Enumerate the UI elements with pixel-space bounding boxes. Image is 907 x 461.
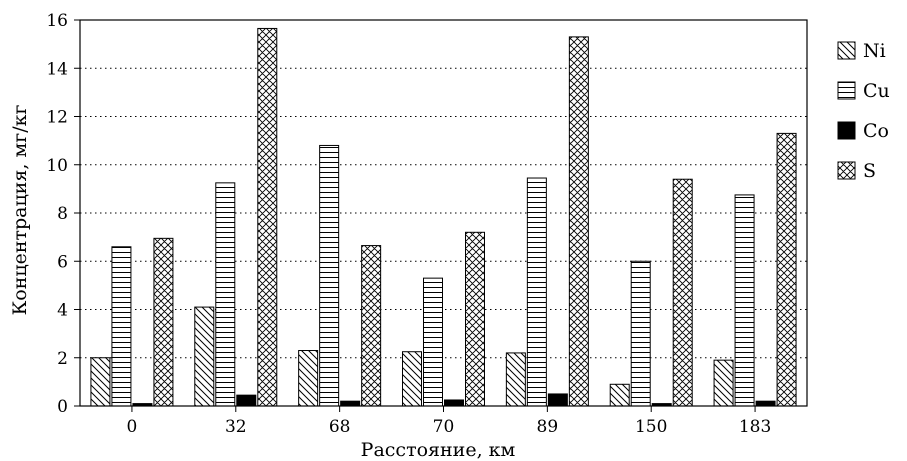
grid-lines (80, 19, 807, 359)
bars (90, 27, 797, 407)
bar-ni-32 (194, 306, 215, 407)
x-axis-title: Расстояние, км (361, 439, 516, 461)
legend-label-s: S (863, 160, 876, 182)
bar-s-70 (465, 231, 485, 407)
bar-co-32 (236, 394, 257, 407)
bar-s-32 (257, 27, 278, 407)
y-tick-label: 10 (46, 156, 68, 176)
legend-label-co: Co (863, 120, 889, 142)
bar-s-68 (361, 245, 382, 407)
legend-swatch-ni (837, 41, 856, 60)
legend-swatch-co (837, 121, 856, 140)
bar-ni-70 (402, 351, 422, 407)
y-tick-label: 6 (57, 252, 68, 272)
axes (74, 19, 808, 412)
bar-ni-150 (609, 383, 630, 407)
bar-co-70 (444, 399, 464, 407)
bar-s-89 (568, 36, 589, 407)
bar-co-68 (340, 400, 361, 407)
bar-ni-0 (90, 357, 111, 407)
bar-cu-150 (630, 260, 651, 407)
legend-swatch-cu (837, 81, 856, 100)
y-axis-title: Концентрация, мг/кг (9, 105, 31, 316)
bar-cu-0 (111, 246, 132, 407)
bar-co-183 (755, 400, 776, 407)
y-tick-label: 4 (57, 301, 68, 321)
x-tick-label: 68 (329, 417, 351, 437)
bar-co-89 (547, 393, 568, 407)
bar-s-183 (776, 132, 797, 407)
bar-cu-70 (423, 277, 443, 407)
bar-cu-32 (215, 182, 236, 407)
legend-label-cu: Cu (863, 80, 890, 102)
y-tick-label: 12 (46, 108, 68, 128)
x-tick-label: 150 (635, 417, 667, 437)
y-tick-label: 0 (57, 397, 68, 417)
plot-frame (79, 19, 808, 407)
legend-swatch-s (837, 161, 856, 180)
bar-s-150 (672, 178, 693, 407)
legend-label-ni: Ni (863, 40, 886, 62)
y-tick-label: 8 (57, 204, 68, 224)
bar-ni-89 (505, 352, 526, 407)
bar-s-0 (153, 237, 174, 407)
y-tick-label: 14 (46, 59, 68, 79)
x-tick-label: 89 (537, 417, 559, 437)
x-tick-label: 32 (225, 417, 247, 437)
bar-ni-183 (713, 359, 734, 407)
y-tick-label: 16 (46, 11, 68, 31)
x-tick-label: 70 (433, 417, 455, 437)
bar-cu-183 (734, 194, 755, 407)
x-tick-label: 0 (127, 417, 138, 437)
bar-cu-89 (526, 177, 547, 407)
bar-cu-68 (319, 144, 340, 407)
x-tick-label: 183 (739, 417, 771, 437)
y-tick-label: 2 (57, 349, 68, 369)
bar-ni-68 (298, 350, 319, 407)
legend: Ni Cu Co S (837, 40, 890, 182)
